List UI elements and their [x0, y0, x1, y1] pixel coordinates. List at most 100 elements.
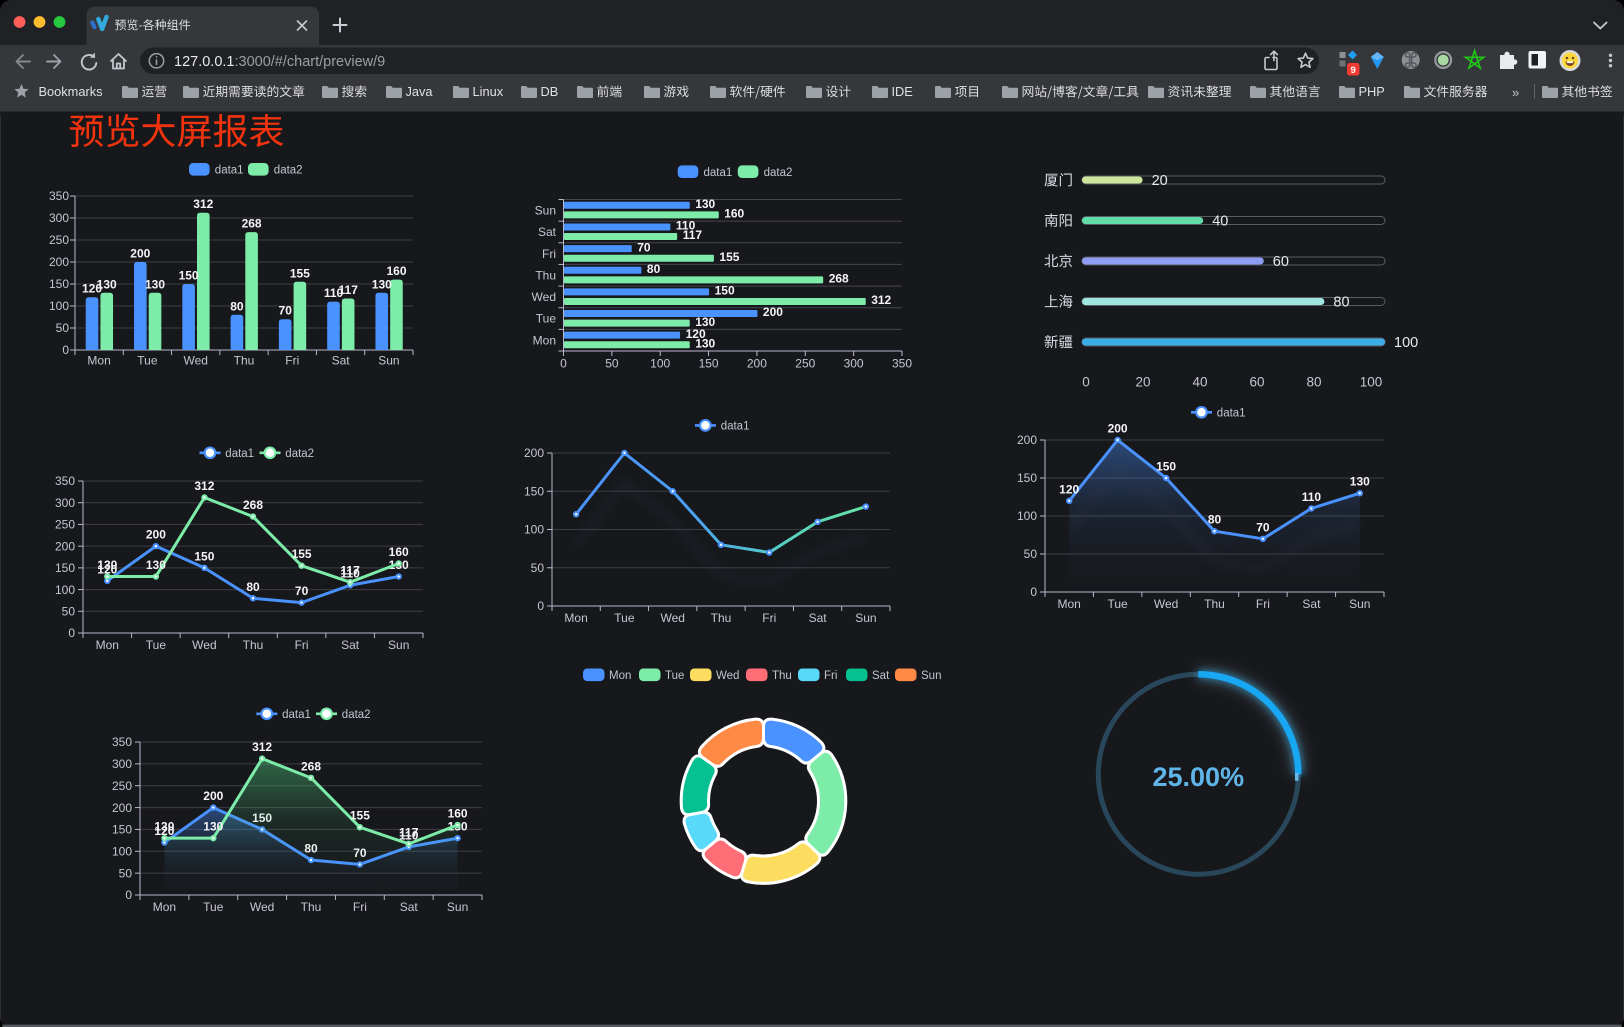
- svg-text:130: 130: [372, 277, 392, 291]
- svg-text:Mon: Mon: [533, 333, 556, 347]
- svg-text:70: 70: [1256, 520, 1270, 534]
- svg-text:200: 200: [112, 801, 132, 815]
- svg-text:200: 200: [130, 247, 150, 261]
- svg-text:100: 100: [1360, 375, 1383, 390]
- svg-text:150: 150: [55, 561, 75, 575]
- svg-text:Fri: Fri: [1256, 597, 1270, 611]
- svg-text:Sun: Sun: [921, 670, 941, 682]
- svg-text:Fri: Fri: [762, 611, 776, 625]
- svg-text:60: 60: [1273, 254, 1289, 270]
- svg-text:Sun: Sun: [1349, 597, 1370, 611]
- svg-text:80: 80: [246, 580, 260, 594]
- svg-text:350: 350: [55, 474, 75, 488]
- svg-text:Sat: Sat: [538, 225, 557, 239]
- svg-text:200: 200: [1108, 422, 1128, 436]
- svg-text:250: 250: [49, 233, 69, 247]
- svg-text:70: 70: [295, 584, 309, 598]
- svg-text:Wed: Wed: [1154, 597, 1178, 611]
- svg-text:350: 350: [112, 735, 132, 749]
- svg-text:130: 130: [1350, 475, 1370, 489]
- svg-text:150: 150: [49, 277, 69, 291]
- svg-text:Sat: Sat: [341, 638, 360, 652]
- svg-text:80: 80: [230, 299, 244, 313]
- svg-text:100: 100: [1394, 335, 1418, 351]
- svg-text:110: 110: [340, 567, 360, 581]
- svg-text:Java: Java: [406, 84, 434, 99]
- svg-text:Mon: Mon: [609, 670, 631, 682]
- svg-text:0: 0: [68, 626, 75, 640]
- svg-text:Fri: Fri: [295, 638, 309, 652]
- svg-text:250: 250: [112, 779, 132, 793]
- svg-text:data1: data1: [282, 709, 311, 721]
- svg-text:25.00%: 25.00%: [1153, 762, 1245, 792]
- svg-text:Thu: Thu: [535, 268, 556, 282]
- svg-text:160: 160: [389, 545, 409, 559]
- svg-text:200: 200: [49, 255, 69, 269]
- svg-text:150: 150: [715, 284, 735, 298]
- svg-text:300: 300: [112, 757, 132, 771]
- svg-text:110: 110: [324, 286, 344, 300]
- svg-text:200: 200: [763, 305, 783, 319]
- svg-text:120: 120: [154, 824, 174, 838]
- svg-text:IDE: IDE: [892, 84, 913, 99]
- svg-text:130: 130: [154, 820, 174, 834]
- svg-text:100: 100: [49, 299, 69, 313]
- svg-text:80: 80: [1333, 295, 1349, 311]
- svg-text:268: 268: [243, 498, 263, 512]
- svg-text:Sat: Sat: [400, 900, 419, 914]
- svg-text:130: 130: [695, 315, 715, 329]
- svg-text:120: 120: [82, 282, 102, 296]
- svg-text:Thu: Thu: [1204, 597, 1225, 611]
- svg-text:300: 300: [844, 357, 864, 371]
- svg-text:117: 117: [339, 283, 359, 297]
- svg-text:40: 40: [1212, 214, 1228, 230]
- svg-text:40: 40: [1192, 375, 1207, 390]
- svg-text:350: 350: [892, 357, 912, 371]
- svg-text:Fri: Fri: [285, 354, 299, 368]
- svg-text:Fri: Fri: [824, 670, 837, 682]
- svg-text:150: 150: [699, 357, 719, 371]
- svg-text:312: 312: [193, 197, 213, 211]
- svg-text:Sun: Sun: [535, 204, 556, 218]
- svg-text:Linux: Linux: [473, 84, 504, 99]
- svg-text:120: 120: [97, 562, 117, 576]
- svg-text:350: 350: [49, 189, 69, 203]
- svg-text:Tue: Tue: [536, 312, 557, 326]
- svg-text:312: 312: [252, 740, 272, 754]
- svg-text:312: 312: [871, 293, 891, 307]
- svg-text:100: 100: [112, 845, 132, 859]
- svg-text:155: 155: [290, 266, 310, 280]
- svg-text:130: 130: [695, 337, 715, 351]
- svg-text:Mon: Mon: [564, 611, 587, 625]
- svg-text:Wed: Wed: [183, 354, 207, 368]
- svg-text:Fri: Fri: [353, 900, 367, 914]
- svg-text:100: 100: [524, 523, 544, 537]
- svg-text:268: 268: [301, 759, 321, 773]
- svg-text:Wed: Wed: [660, 611, 684, 625]
- svg-text:Sun: Sun: [447, 900, 468, 914]
- svg-text:Thu: Thu: [234, 354, 255, 368]
- svg-text:20: 20: [1135, 375, 1150, 390]
- svg-text:120: 120: [686, 327, 706, 341]
- svg-text:data2: data2: [342, 709, 371, 721]
- svg-text:50: 50: [62, 605, 76, 619]
- svg-text:Tue: Tue: [203, 900, 224, 914]
- svg-text:130: 130: [145, 277, 165, 291]
- svg-text:Bookmarks: Bookmarks: [39, 84, 103, 99]
- svg-text:Sat: Sat: [332, 354, 351, 368]
- svg-text:0: 0: [537, 599, 544, 613]
- svg-text:250: 250: [795, 357, 815, 371]
- svg-text:Wed: Wed: [532, 290, 556, 304]
- svg-text:150: 150: [179, 269, 199, 283]
- svg-text:Wed: Wed: [716, 670, 739, 682]
- svg-text:268: 268: [242, 217, 262, 231]
- svg-text:200: 200: [1017, 433, 1037, 447]
- svg-text:data1: data1: [704, 167, 733, 179]
- svg-text:160: 160: [386, 264, 406, 278]
- svg-text:160: 160: [448, 807, 468, 821]
- svg-text:Fri: Fri: [542, 247, 556, 261]
- svg-text:data1: data1: [225, 448, 254, 460]
- svg-text:data2: data2: [285, 448, 314, 460]
- svg-text:120: 120: [1059, 482, 1079, 496]
- svg-text:50: 50: [1024, 547, 1038, 561]
